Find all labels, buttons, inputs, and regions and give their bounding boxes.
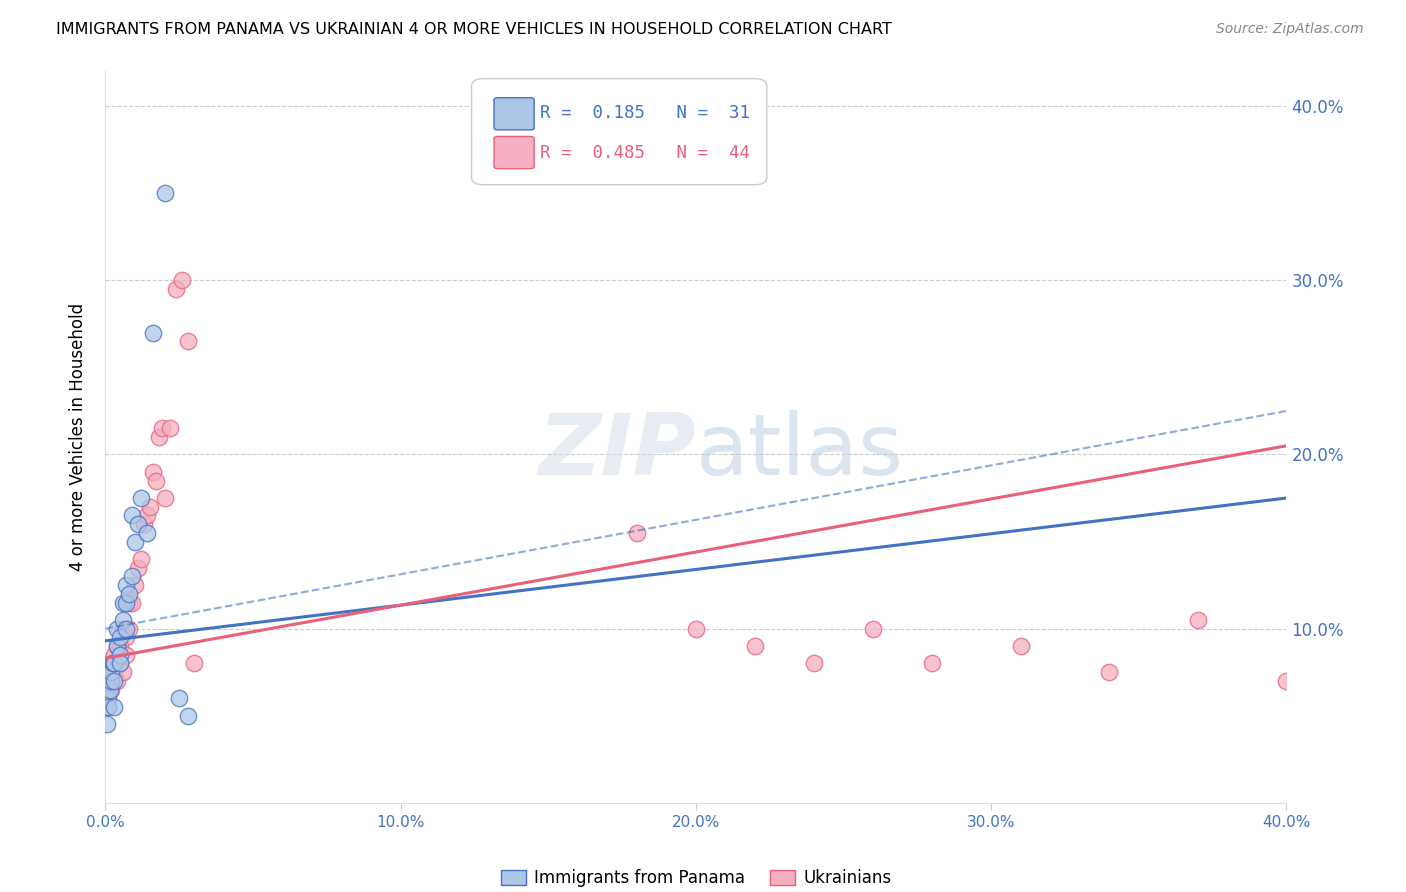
Text: Source: ZipAtlas.com: Source: ZipAtlas.com [1216, 22, 1364, 37]
Point [103, 648, 125, 662]
Point [127, 560, 149, 574]
Point [105, 673, 128, 688]
Point [165, 282, 187, 296]
Point [1187, 613, 1209, 627]
Point [124, 578, 146, 592]
Point [103, 673, 125, 688]
Point [138, 500, 162, 514]
Point [132, 517, 155, 532]
Point [110, 631, 132, 645]
Point [124, 534, 146, 549]
Text: atlas: atlas [696, 410, 904, 493]
Point [145, 474, 167, 488]
Point [103, 665, 125, 680]
Point [115, 648, 138, 662]
Point [121, 595, 143, 609]
Point [129, 552, 152, 566]
Point [100, 657, 122, 671]
Point [1275, 673, 1298, 688]
Point [97, 700, 120, 714]
Point [103, 657, 125, 671]
Point [142, 326, 165, 340]
Point [921, 657, 943, 671]
Point [135, 525, 157, 540]
Point [177, 334, 200, 349]
Point [105, 622, 128, 636]
Point [112, 665, 135, 680]
Point [115, 578, 138, 592]
Legend: Immigrants from Panama, Ukrainians: Immigrants from Panama, Ukrainians [494, 863, 898, 892]
Point [159, 421, 181, 435]
Point [112, 613, 135, 627]
Point [172, 273, 194, 287]
Point [97, 700, 120, 714]
FancyBboxPatch shape [494, 98, 534, 130]
Text: ZIP: ZIP [538, 410, 696, 493]
Point [142, 465, 165, 479]
Point [744, 639, 766, 653]
Point [96, 717, 118, 731]
Y-axis label: 4 or more Vehicles in Household: 4 or more Vehicles in Household [69, 303, 87, 571]
Point [115, 631, 138, 645]
Text: IMMIGRANTS FROM PANAMA VS UKRAINIAN 4 OR MORE VEHICLES IN HOUSEHOLD CORRELATION : IMMIGRANTS FROM PANAMA VS UKRAINIAN 4 OR… [56, 22, 893, 37]
Point [118, 622, 141, 636]
Point [127, 517, 149, 532]
FancyBboxPatch shape [494, 136, 534, 169]
Point [135, 508, 157, 523]
Point [110, 657, 132, 671]
Point [110, 657, 132, 671]
Point [1098, 665, 1121, 680]
Point [100, 673, 122, 688]
Point [101, 657, 124, 671]
Point [685, 622, 707, 636]
Point [103, 700, 125, 714]
Point [169, 691, 191, 706]
Point [129, 491, 152, 505]
Point [110, 639, 132, 653]
Point [121, 508, 143, 523]
Point [97, 691, 120, 706]
Point [96, 691, 118, 706]
Point [118, 587, 141, 601]
Point [626, 525, 648, 540]
Point [112, 622, 135, 636]
Text: R =  0.485   N =  44: R = 0.485 N = 44 [540, 144, 749, 161]
Point [110, 648, 132, 662]
Point [1010, 639, 1032, 653]
Point [183, 657, 205, 671]
Point [118, 595, 141, 609]
Point [98, 682, 121, 697]
Point [105, 639, 128, 653]
Point [150, 421, 173, 435]
Point [148, 430, 170, 444]
Text: R =  0.185   N =  31: R = 0.185 N = 31 [540, 104, 749, 122]
Point [105, 639, 128, 653]
Point [112, 595, 135, 609]
Point [121, 569, 143, 583]
FancyBboxPatch shape [471, 78, 766, 185]
Point [153, 186, 176, 201]
Point [100, 665, 122, 680]
Point [115, 622, 138, 636]
Point [177, 708, 200, 723]
Point [862, 622, 884, 636]
Point [153, 491, 176, 505]
Point [803, 657, 825, 671]
Point [97, 682, 120, 697]
Point [115, 595, 138, 609]
Point [100, 682, 122, 697]
